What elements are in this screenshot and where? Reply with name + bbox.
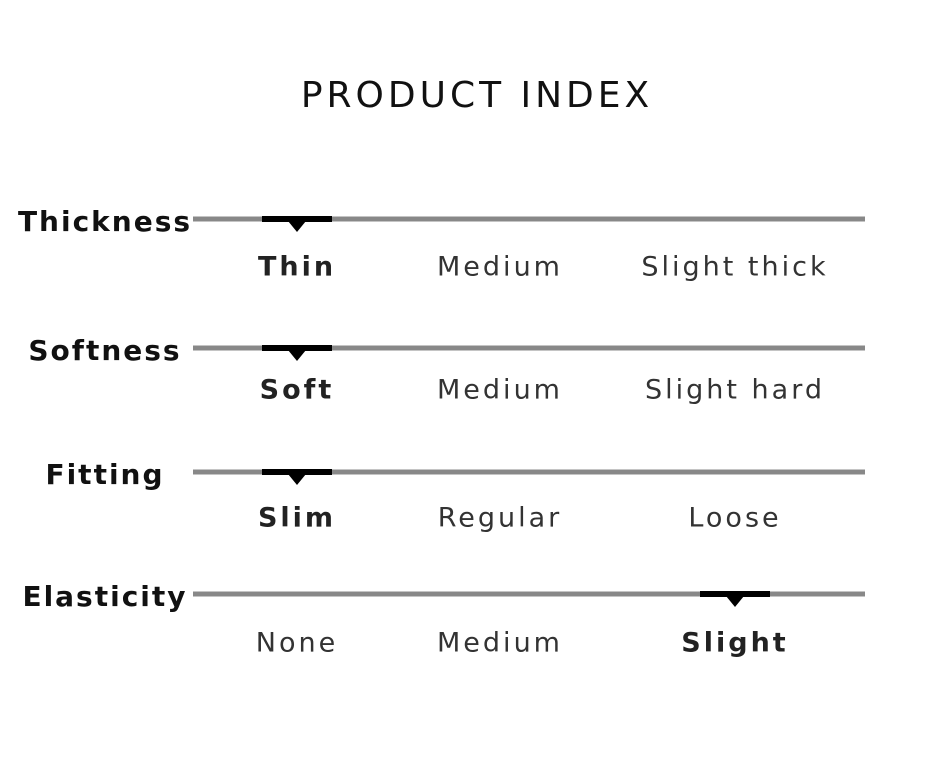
option: None [256, 628, 338, 659]
selection-pointer [288, 474, 306, 485]
option: Medium [437, 375, 563, 406]
title: PRODUCT INDEX [301, 75, 653, 116]
selection-bar [700, 591, 770, 597]
row-label: Thickness [18, 205, 192, 238]
option-selected: Slim [258, 503, 336, 534]
row-label: Softness [28, 334, 181, 367]
selection-pointer [726, 596, 744, 607]
selection-bar [262, 345, 332, 351]
selection-bar [262, 216, 332, 222]
option-selected: Slight [681, 628, 788, 659]
row-label: Fitting [45, 458, 164, 491]
option-selected: Soft [260, 375, 335, 406]
option: Slight thick [641, 252, 828, 283]
selection-pointer [288, 221, 306, 232]
row-label: Elasticity [22, 580, 187, 613]
selection-pointer [288, 350, 306, 361]
option-selected: Thin [258, 252, 336, 283]
selection-bar [262, 469, 332, 475]
option: Medium [437, 252, 563, 283]
option: Loose [688, 503, 781, 534]
scale-line [193, 591, 865, 597]
scale-line [193, 345, 865, 351]
option: Slight hard [645, 375, 825, 406]
scale-line [193, 216, 865, 222]
option: Medium [437, 628, 563, 659]
option: Regular [438, 503, 563, 534]
scale-line [193, 469, 865, 475]
